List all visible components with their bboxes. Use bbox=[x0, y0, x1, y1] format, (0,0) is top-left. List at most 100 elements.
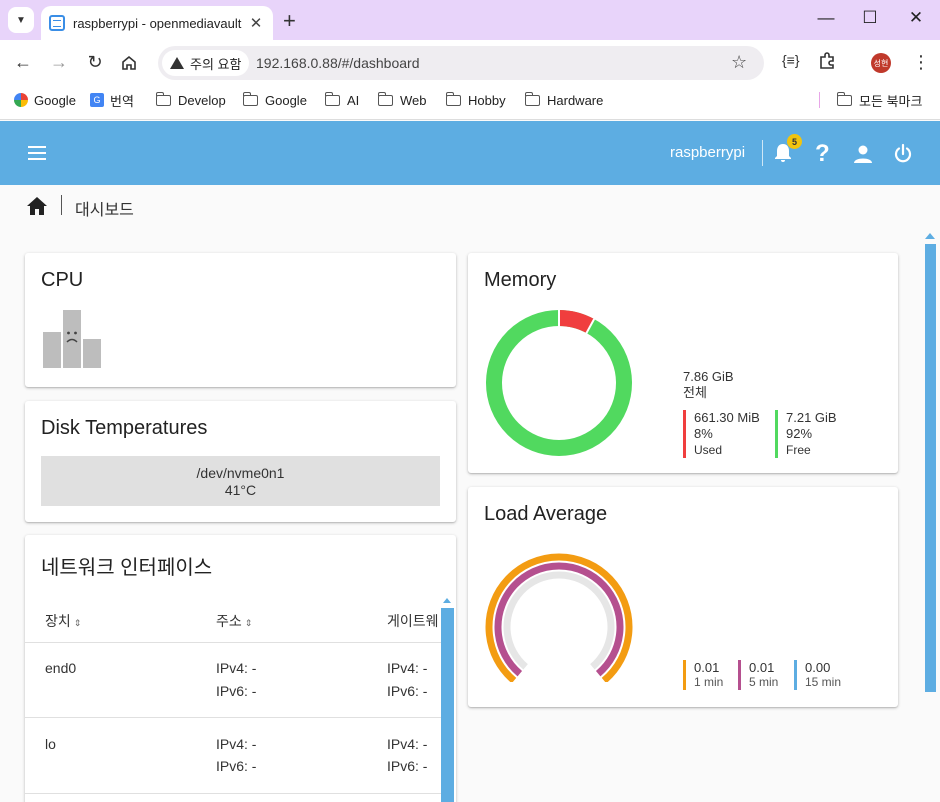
row-end0-gw4: IPv4: - bbox=[387, 660, 428, 676]
cpu-title: CPU bbox=[41, 269, 84, 291]
security-warning-chip[interactable]: 주의 요함 bbox=[162, 50, 250, 76]
folder-icon bbox=[445, 91, 461, 106]
memory-title: Memory bbox=[484, 269, 557, 291]
power-icon[interactable] bbox=[892, 143, 914, 165]
network-interfaces-title: 네트워크 인터페이스 bbox=[41, 557, 213, 579]
row-end0-ipv6: IPv6: - bbox=[216, 683, 257, 699]
memory-used-value: 661.30 MiB bbox=[694, 410, 760, 425]
profile-avatar[interactable]: 성현 bbox=[871, 53, 891, 73]
bookmark-folder-hardware[interactable]: Hardware bbox=[524, 91, 604, 108]
row-divider bbox=[25, 717, 441, 718]
hamburger-menu-icon[interactable] bbox=[28, 146, 46, 160]
column-label: 장치 bbox=[45, 613, 71, 629]
tab-close-icon[interactable]: ✕ bbox=[249, 15, 263, 32]
disk-temperature-value: 41°C bbox=[224, 482, 257, 498]
extensions-puzzle-icon[interactable] bbox=[818, 52, 836, 70]
load-5min-arc bbox=[494, 562, 624, 677]
disk-device-name: /dev/nvme0n1 bbox=[196, 465, 285, 481]
security-chip-label: 주의 요함 bbox=[190, 56, 242, 72]
network-scroll-up-arrow[interactable] bbox=[443, 598, 451, 603]
load-1min-value: 0.01 bbox=[694, 660, 720, 675]
browser-tab[interactable]: raspberrypi - openmediavault ✕ bbox=[41, 6, 273, 40]
folder-icon bbox=[155, 91, 171, 106]
google-icon bbox=[14, 93, 28, 107]
disk-temperature-tile: /dev/nvme0n1 41°C bbox=[41, 456, 440, 506]
folder-icon bbox=[836, 91, 852, 106]
column-header-address[interactable]: 주소 ⇕ bbox=[216, 611, 252, 631]
load-average-gauge bbox=[485, 553, 633, 682]
bookmark-folder-develop[interactable]: Develop bbox=[155, 91, 226, 108]
load-1min-stat: 0.01 1 min bbox=[683, 660, 723, 690]
memory-used-label: Used bbox=[694, 443, 723, 457]
bookmark-folder-web[interactable]: Web bbox=[377, 91, 427, 108]
bookmark-label: Hardware bbox=[547, 92, 604, 108]
notification-count-badge: 5 bbox=[787, 134, 802, 149]
memory-free-arc bbox=[486, 310, 632, 456]
bookmark-label: 모든 북마크 bbox=[859, 93, 923, 109]
breadcrumb-home-icon[interactable] bbox=[26, 196, 48, 216]
address-bar[interactable] bbox=[158, 46, 764, 80]
cpu-no-data-icon bbox=[43, 310, 103, 368]
bookmark-translate[interactable]: G 번역 bbox=[90, 92, 134, 109]
bookmark-label: 번역 bbox=[110, 93, 134, 109]
folder-icon bbox=[377, 91, 393, 106]
breadcrumb-dashboard: 대시보드 bbox=[75, 202, 134, 219]
page-scrollbar-thumb[interactable] bbox=[925, 244, 936, 692]
new-tab-button[interactable]: + bbox=[283, 8, 296, 33]
all-bookmarks-button[interactable]: 모든 북마크 bbox=[836, 91, 923, 109]
load-15min-label: 15 min bbox=[805, 675, 842, 689]
bookmark-star-icon[interactable]: ☆ bbox=[731, 52, 748, 72]
column-header-gateway[interactable]: 게이트웨 bbox=[387, 611, 440, 631]
row-end0-device: end0 bbox=[45, 660, 77, 676]
folder-icon bbox=[524, 91, 540, 106]
sort-icon: ⇕ bbox=[244, 618, 253, 628]
forward-button[interactable]: → bbox=[50, 52, 68, 72]
warning-icon bbox=[170, 57, 184, 69]
sort-icon: ⇕ bbox=[73, 618, 82, 628]
memory-arc-separator bbox=[584, 318, 596, 336]
tab-search-button[interactable]: ▼ bbox=[8, 7, 34, 33]
load-5min-stat: 0.01 5 min bbox=[738, 660, 778, 690]
load-15min-track bbox=[503, 571, 615, 670]
memory-used-stat: 661.30 MiB 8% Used bbox=[683, 410, 760, 458]
help-icon[interactable]: ? bbox=[815, 140, 830, 167]
load-1min-arc bbox=[485, 553, 633, 682]
load-15min-stat: 0.00 15 min bbox=[794, 660, 841, 690]
back-button[interactable]: ← bbox=[14, 52, 32, 72]
memory-free-pct: 92% bbox=[786, 426, 813, 441]
browser-menu-icon[interactable]: ⋮ bbox=[912, 52, 930, 72]
bookmark-folder-google[interactable]: Google bbox=[242, 91, 307, 108]
column-label: 주소 bbox=[216, 613, 242, 629]
browser-home-icon bbox=[122, 55, 136, 70]
bookmark-label: AI bbox=[347, 92, 360, 108]
reload-button[interactable]: ↻ bbox=[87, 52, 103, 72]
notifications-bell-icon[interactable] bbox=[772, 142, 794, 164]
page-scroll-up-arrow[interactable] bbox=[925, 233, 935, 239]
memory-free-value: 7.21 GiB bbox=[786, 410, 837, 425]
load-5min-label: 5 min bbox=[749, 675, 779, 689]
network-scrollbar-thumb[interactable] bbox=[441, 608, 454, 802]
bookmark-label: Google bbox=[34, 92, 76, 108]
url-text[interactable]: 192.168.0.88/#/dashboard bbox=[256, 55, 420, 71]
bookmark-google[interactable]: Google bbox=[14, 92, 76, 108]
bookmark-folder-hobby[interactable]: Hobby bbox=[445, 91, 506, 108]
home-button[interactable] bbox=[120, 54, 138, 72]
memory-total-label: 전체 bbox=[683, 385, 707, 400]
row-lo-ipv4: IPv4: - bbox=[216, 736, 257, 752]
column-header-device[interactable]: 장치 ⇕ bbox=[45, 611, 81, 631]
close-window-button[interactable]: ✕ bbox=[908, 8, 924, 27]
tab-title: raspberrypi - openmediavault bbox=[73, 15, 242, 31]
extension-braces-icon[interactable]: {≡} bbox=[782, 52, 800, 68]
bookmark-label: Develop bbox=[178, 92, 226, 108]
minimize-button[interactable]: — bbox=[817, 8, 835, 27]
row-lo-ipv6: IPv6: - bbox=[216, 758, 257, 774]
hostname: raspberrypi bbox=[670, 144, 746, 161]
folder-icon bbox=[324, 91, 340, 106]
maximize-button[interactable]: ☐ bbox=[862, 8, 878, 27]
bookmark-folder-ai[interactable]: AI bbox=[324, 91, 360, 108]
bookmark-label: Hobby bbox=[468, 92, 506, 108]
row-end0-gw6: IPv6: - bbox=[387, 683, 428, 699]
load-15min-value: 0.00 bbox=[805, 660, 831, 675]
header-divider bbox=[762, 140, 763, 166]
user-account-icon[interactable] bbox=[852, 143, 874, 165]
